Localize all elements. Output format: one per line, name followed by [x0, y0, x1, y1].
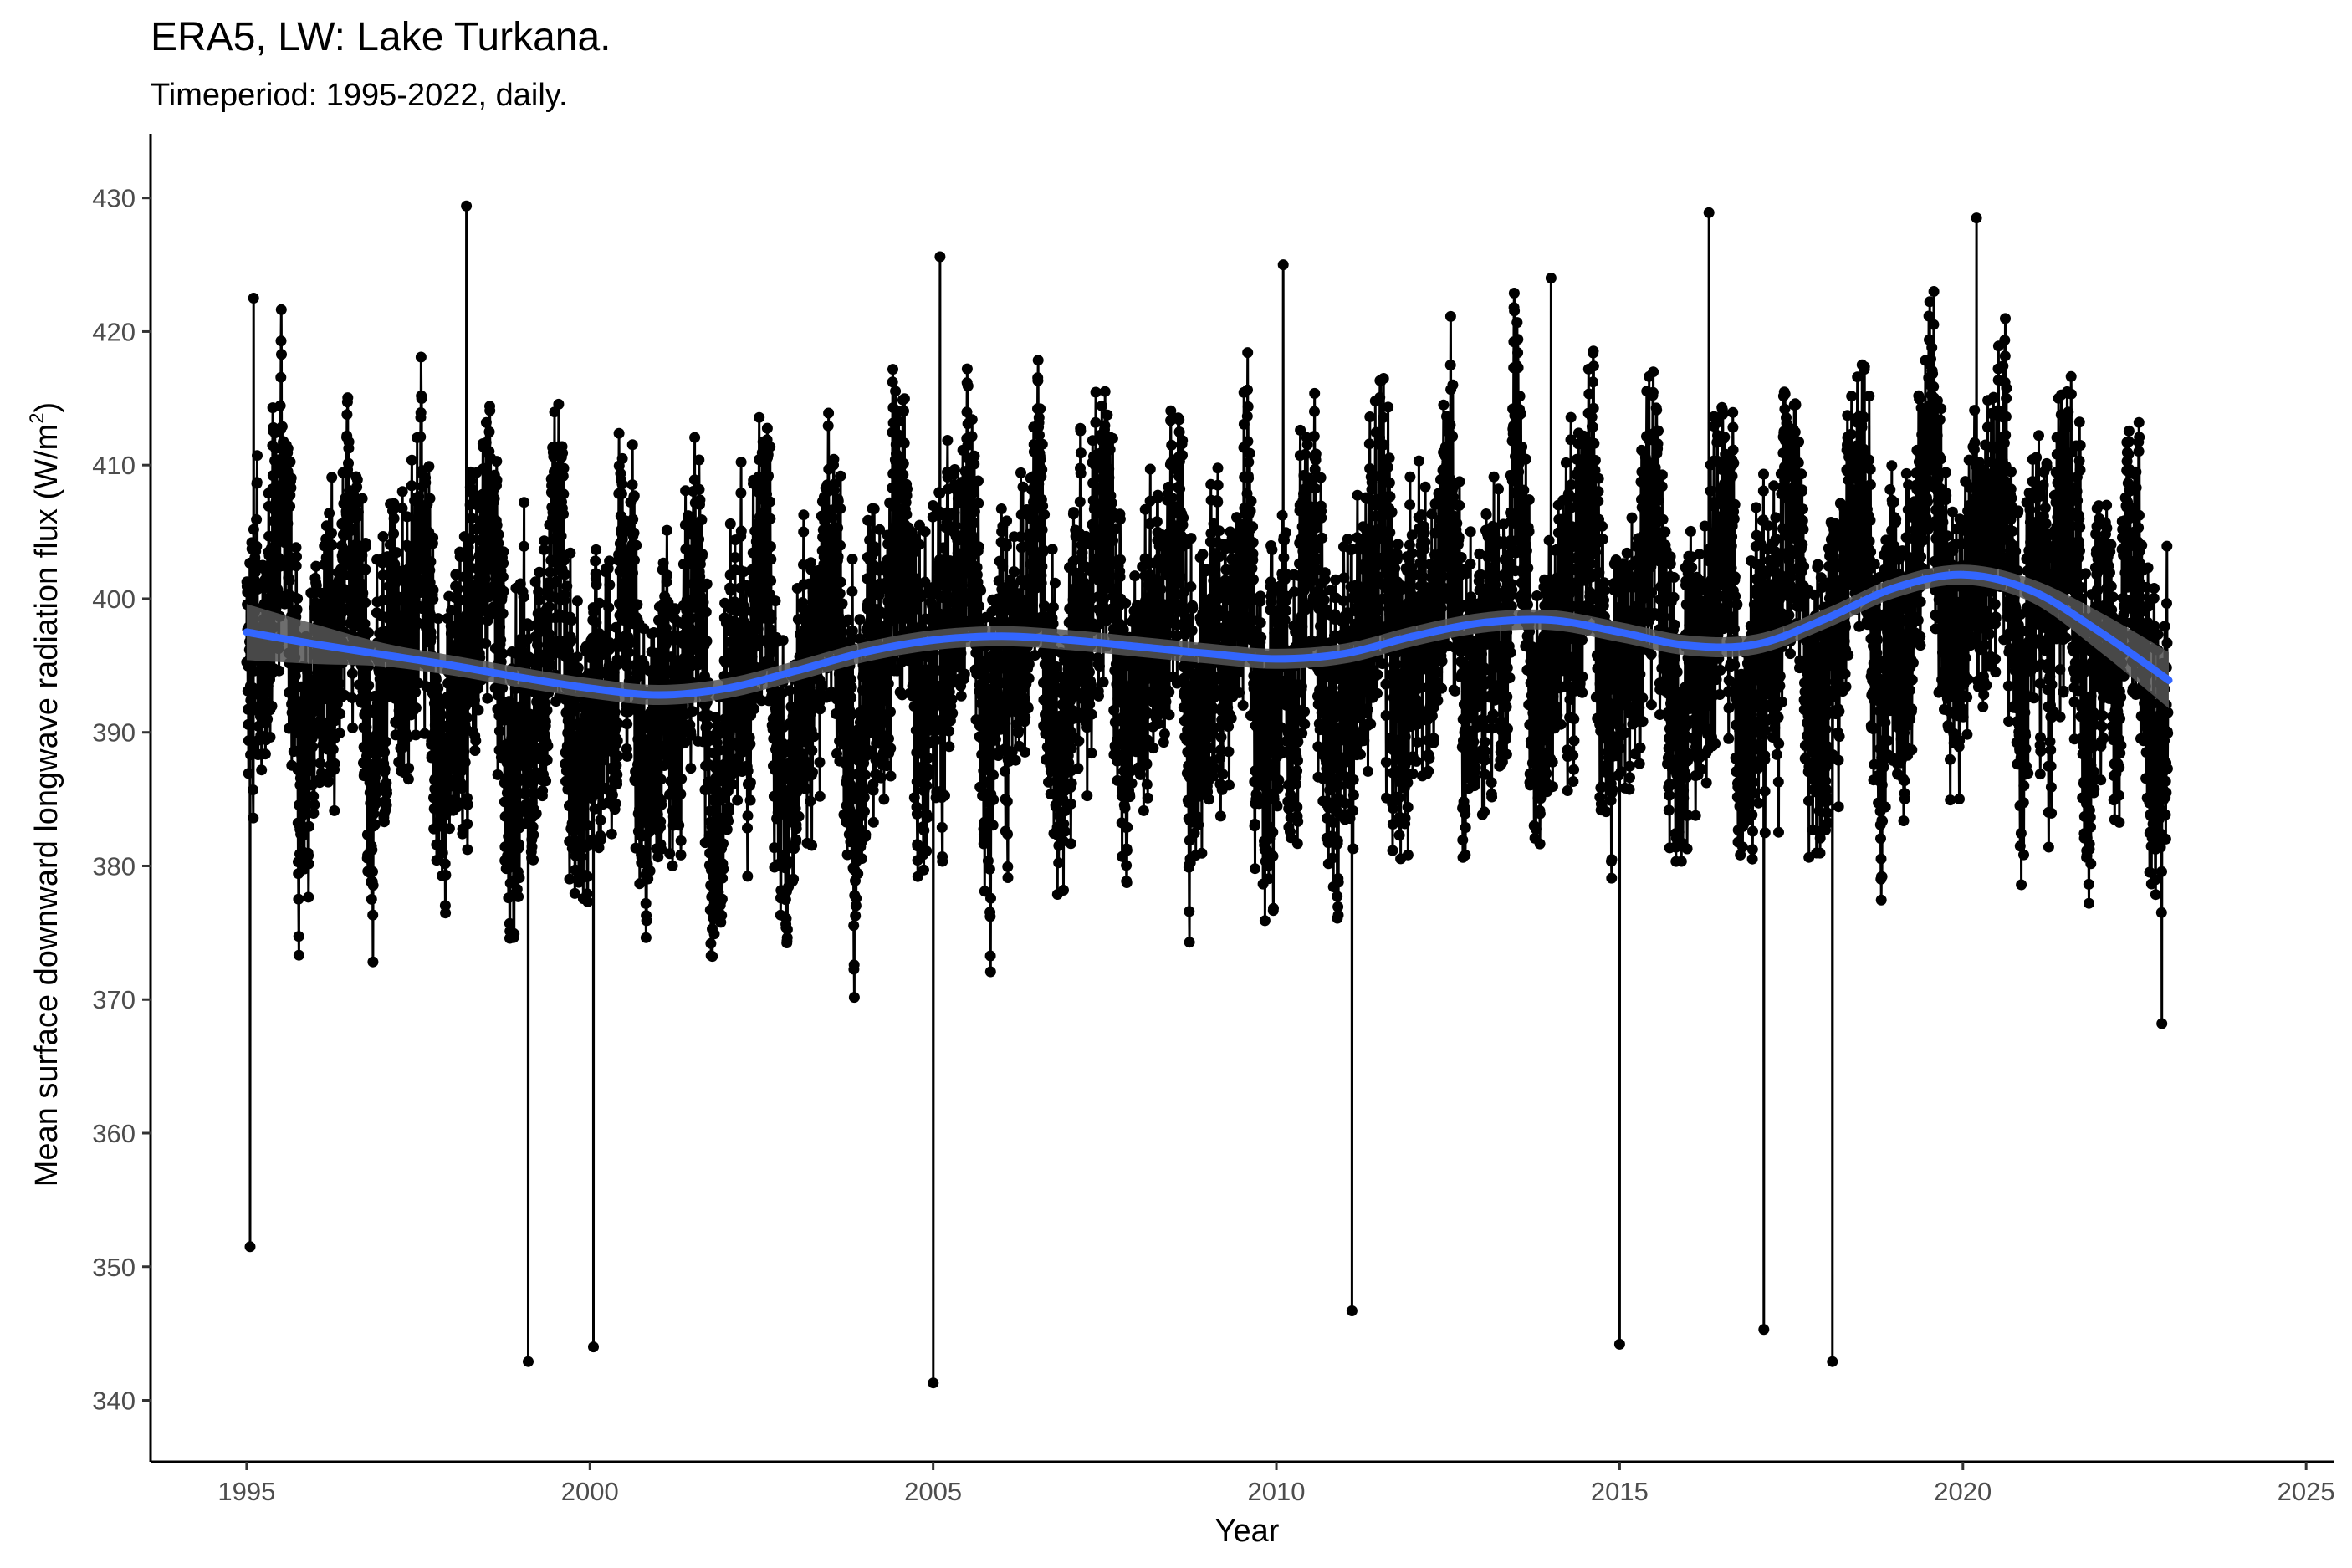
chart-subtitle: Timeperiod: 1995-2022, daily.	[151, 78, 568, 113]
x-tick-label: 2010	[1248, 1477, 1306, 1506]
x-tick-label: 2025	[2278, 1477, 2335, 1506]
y-tick-label: 380	[92, 851, 135, 881]
y-tick-label: 340	[92, 1387, 135, 1416]
y-axis-ticks: 340 350 360 370 380 390 400 410 420 430	[92, 184, 151, 1416]
y-tick-label: 390	[92, 718, 135, 748]
y-axis-title-end: )	[29, 402, 64, 413]
y-axis-title: Mean surface downward longwave radiation…	[26, 402, 64, 1187]
x-tick-label: 2005	[904, 1477, 962, 1506]
chart-title: ERA5, LW: Lake Turkana.	[151, 15, 611, 59]
y-tick-label: 360	[92, 1119, 135, 1148]
y-axis-title-main: Mean surface downward longwave radiation…	[29, 424, 64, 1187]
y-axis-title-superscript: 2	[26, 412, 49, 423]
y-tick-label: 400	[92, 585, 135, 614]
trend-line	[243, 570, 2173, 699]
y-tick-label: 350	[92, 1253, 135, 1282]
x-tick-label: 1995	[217, 1477, 275, 1506]
y-tick-label: 420	[92, 317, 135, 346]
x-tick-label: 2020	[1934, 1477, 1992, 1506]
x-tick-label: 2000	[561, 1477, 619, 1506]
x-tick-label: 2015	[1591, 1477, 1649, 1506]
y-tick-label: 410	[92, 451, 135, 480]
axes: 340 350 360 370 380 390 400 410 420 430 1995 2000 2…	[92, 134, 2335, 1506]
x-axis-ticks: 1995 2000 2005 2010 2015 2020 2025	[217, 1462, 2335, 1506]
x-axis-title: Year	[1215, 1514, 1280, 1549]
plot-area	[241, 200, 2174, 1389]
y-tick-label: 370	[92, 985, 135, 1014]
daily-series	[241, 200, 2174, 1389]
series-points	[241, 200, 2174, 1389]
y-tick-label: 430	[92, 184, 135, 213]
